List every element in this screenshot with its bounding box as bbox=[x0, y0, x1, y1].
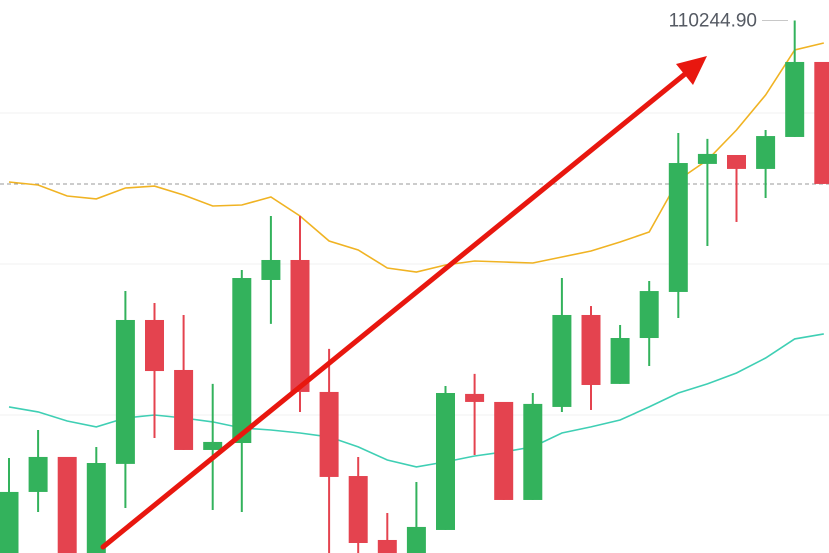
candle-body bbox=[552, 314, 572, 407]
arrow-shaft bbox=[100, 71, 688, 550]
candle-body bbox=[639, 291, 659, 339]
candle-body bbox=[465, 393, 485, 402]
candle-body bbox=[494, 401, 514, 500]
trend-arrow bbox=[100, 56, 707, 550]
candle-body bbox=[668, 163, 688, 292]
ma-line bbox=[8, 333, 824, 468]
candle-body bbox=[727, 154, 746, 169]
candle-body bbox=[436, 393, 455, 530]
candle-body bbox=[348, 476, 368, 544]
candle-body bbox=[610, 338, 630, 384]
candle-body bbox=[232, 278, 252, 444]
candle-body bbox=[319, 391, 339, 477]
candle-body bbox=[115, 319, 135, 464]
candle-body bbox=[290, 259, 310, 392]
candle-body bbox=[814, 61, 829, 184]
ma-line bbox=[8, 42, 824, 273]
candle-body bbox=[756, 136, 776, 169]
candle-body bbox=[581, 314, 601, 385]
candle-body bbox=[28, 456, 48, 492]
candle-body bbox=[697, 153, 717, 164]
candle-body bbox=[406, 526, 426, 553]
candle-body bbox=[261, 259, 281, 280]
candle-body bbox=[203, 441, 223, 450]
arrow-head bbox=[676, 56, 707, 85]
candle-body bbox=[377, 539, 397, 553]
candle-body bbox=[174, 369, 194, 450]
marks bbox=[0, 20, 829, 553]
candle-body bbox=[86, 463, 106, 553]
price-annotation: 110244.90 bbox=[669, 10, 757, 31]
candle-body bbox=[0, 491, 19, 553]
candle-body bbox=[785, 61, 805, 137]
candle-body bbox=[57, 456, 77, 553]
candle-body bbox=[145, 319, 164, 372]
candle-body bbox=[523, 403, 543, 500]
